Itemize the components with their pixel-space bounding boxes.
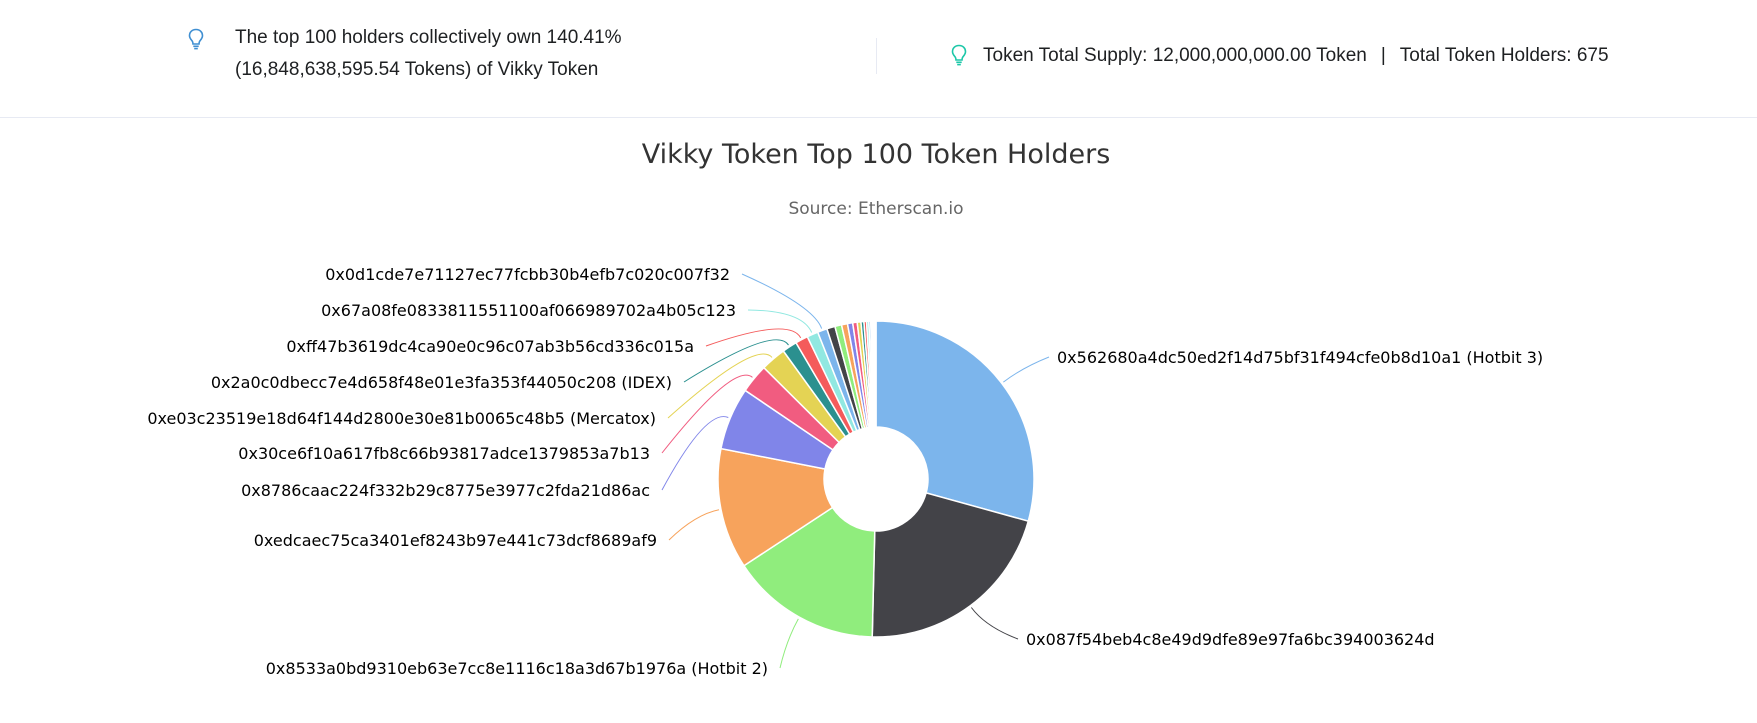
top-holders-summary: The top 100 holders collectively own 140… [188, 22, 622, 86]
donut-slice[interactable] [717, 447, 834, 567]
chart-title: Vikky Token Top 100 Token Holders [642, 139, 1111, 170]
slice-label: 0xedcaec75ca3401ef8243b97e441c73dcf8689a… [254, 531, 657, 550]
slice-connector [1003, 356, 1050, 383]
lightbulb-icon [188, 28, 204, 50]
slice-connector [747, 309, 813, 333]
slice-label: 0x30ce6f10a617fb8c66b93817adce1379853a7b… [238, 444, 650, 463]
donut-slice[interactable] [875, 320, 1035, 523]
slice-label: 0x2a0c0dbecc7e4d658f48e01e3fa353f44050c2… [211, 373, 672, 392]
slice-label: 0x087f54beb4c8e49d9dfe89e97fa6bc39400362… [1026, 630, 1435, 649]
stats-divider [876, 38, 877, 74]
slice-label: 0x0d1cde7e71127ec77fcbb30b4efb7c020c007f… [325, 265, 730, 284]
donut-slice[interactable] [871, 491, 1030, 638]
holders-summary-line-1: The top 100 holders collectively own 140… [235, 27, 622, 48]
lightbulb-icon [951, 44, 967, 66]
slice-connector [668, 509, 720, 541]
donut-slice[interactable] [742, 506, 876, 638]
slice-label: 0xe03c23519e18d64f144d2800e30e81b0065c48… [147, 409, 656, 428]
token-stats-bar: The top 100 holders collectively own 140… [0, 0, 1757, 118]
slice-connector [683, 339, 789, 383]
chart-subtitle: Source: Etherscan.io [788, 199, 963, 219]
slice-label: 0x8533a0bd9310eb63e7cc8e1116c18a3d67b197… [266, 659, 768, 678]
slice-label: 0x67a08fe0833811551100af066989702a4b05c1… [321, 301, 736, 320]
slice-label: 0xff47b3619dc4ca90e0c96c07ab3b56cd336c01… [286, 337, 694, 356]
chart-slices [717, 320, 1035, 638]
slice-label: 0x8786caac224f332b29c8775e3977c2fda21d86… [241, 481, 650, 500]
total-holders-text: Total Token Holders: 675 [1399, 45, 1609, 66]
slice-label: 0x562680a4dc50ed2f14d75bf31f494cfe0b8d10… [1057, 348, 1543, 367]
total-supply-text: Token Total Supply: 12,000,000,000.00 To… [983, 45, 1367, 66]
slice-connector [779, 618, 799, 669]
slice-connector [661, 374, 753, 454]
slice-connector [741, 273, 823, 329]
slice-connector [667, 353, 773, 419]
holders-summary-line-2: (16,848,638,595.54 Tokens) of Vikky Toke… [235, 59, 599, 80]
slice-connector [970, 607, 1019, 640]
donut-slice[interactable] [874, 320, 877, 428]
slice-connector [705, 328, 802, 347]
top-holders-donut-chart: Vikky Token Top 100 Token Holders Source… [147, 139, 1543, 678]
slice-connector [661, 416, 729, 491]
supply-summary: Token Total Supply: 12,000,000,000.00 To… [951, 40, 1609, 72]
stats-separator: | [1380, 45, 1386, 66]
chart-labels: 0x562680a4dc50ed2f14d75bf31f494cfe0b8d10… [147, 265, 1543, 678]
